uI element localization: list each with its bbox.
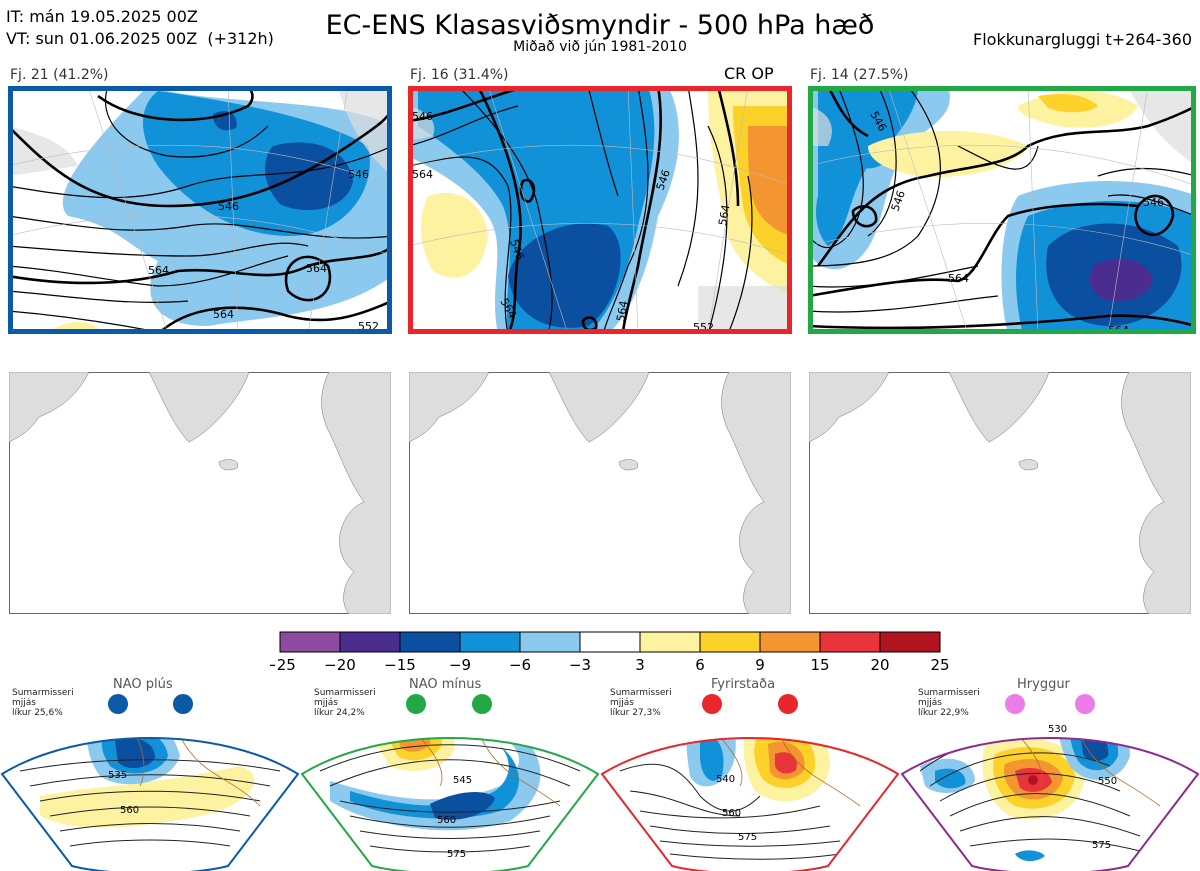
colorbar-cell (459, 631, 521, 653)
contour-label: 564 (213, 308, 234, 321)
colorbar-cell (279, 631, 341, 653)
header-info: IT: mán 19.05.2025 00Z VT: sun 01.06.2025… (6, 6, 274, 50)
contour-label: 564 (412, 168, 433, 181)
regime-2-info: Sumarmisseri mjjás líkur 24,2% (314, 688, 376, 718)
colorbar-cell (579, 631, 641, 653)
colorbar-tick-label: 3 (635, 656, 645, 674)
empty-map-1 (9, 372, 391, 614)
regime-nao-plus: 535 560 (0, 694, 300, 871)
anomaly-yellow (421, 192, 488, 278)
colorbar-tick-label: −15 (384, 656, 416, 674)
anomaly-dark-blue (508, 223, 621, 328)
contour-label: 530 (1048, 724, 1067, 735)
empty-map-3 (809, 372, 1191, 614)
colorbar-cell (879, 631, 941, 653)
cluster-2-op-marker: CR OP (724, 64, 774, 83)
regime-dot (472, 694, 492, 714)
anomaly-purple (1089, 258, 1153, 301)
colorbar-tick-label: 15 (810, 656, 829, 674)
classification-window: Flokkunargluggi t+264-360 (973, 30, 1192, 49)
regime-dot (1075, 694, 1095, 714)
regime-4-info: Sumarmisseri mjjás líkur 22,9% (918, 688, 980, 718)
regime-dot (1005, 694, 1025, 714)
regime-hryggur: 530 550 575 (900, 694, 1200, 871)
cluster-1-border (8, 86, 392, 334)
europe (321, 372, 391, 614)
regime-dot (778, 694, 798, 714)
regime-fyrirstada: 540 560 575 (600, 694, 900, 871)
land (808, 86, 1196, 166)
cluster-2-label: Fj. 16 (31.4%) (410, 67, 509, 83)
colorbar-tick-label: −25 (270, 656, 296, 674)
contour-label: 540 (716, 774, 735, 785)
contour-label: 575 (1092, 840, 1111, 851)
regime-dot (406, 694, 426, 714)
colorbar-tick-label: −6 (509, 656, 531, 674)
colorbar-cell (819, 631, 881, 653)
colorbar-tick-label: −20 (324, 656, 356, 674)
colorbar-tick-label: 9 (755, 656, 765, 674)
iceland (218, 459, 239, 471)
contour-label: 550 (1098, 776, 1117, 787)
contour-label: 560 (437, 815, 456, 826)
regime-3-info: Sumarmisseri mjjás líkur 27,3% (610, 688, 672, 718)
regime-dot (702, 694, 722, 714)
land (408, 106, 792, 334)
contour-label: 564 (148, 264, 169, 277)
colorbar: −25 −20 −15 −9 −6 −3 3 6 9 15 20 25 (270, 631, 950, 674)
regime-1-name: NAO plús (113, 677, 173, 692)
anomaly-yellow (868, 131, 1028, 177)
regime-2-name: NAO mínus (409, 677, 482, 692)
regime-4-name: Hryggur (1017, 677, 1070, 692)
colorbar-tick-label: 25 (930, 656, 949, 674)
colorbar-cell (399, 631, 461, 653)
regime-dot (108, 694, 128, 714)
contour-label: 564 (614, 300, 630, 323)
page-subtitle: Miðað við jún 1981-2010 (513, 39, 687, 55)
contour-label: 546 (348, 168, 369, 181)
greenland (148, 372, 250, 443)
cluster-1-label: Fj. 21 (41.2%) (10, 67, 109, 83)
greenland-left (9, 372, 90, 443)
contour-label: 546 (218, 200, 239, 213)
contour-label: 545 (453, 775, 472, 786)
colorbar-cell (699, 631, 761, 653)
contour-label: 564 (948, 272, 969, 285)
empty-map-2 (409, 372, 791, 614)
colorbar-tick-label: −3 (569, 656, 591, 674)
contour-label: 560 (120, 805, 139, 816)
contour-label: 535 (108, 770, 127, 781)
regime-1-info: Sumarmisseri mjjás líkur 25,6% (12, 688, 74, 718)
regime-dot (173, 694, 193, 714)
colorbar-cell (519, 631, 581, 653)
cluster-1-map: 546 564 546 564 564 552 (8, 86, 392, 334)
cluster-2-map: 546 564 546 564 564 546 552 564 (408, 86, 792, 334)
colorbar-tick-label: 6 (695, 656, 705, 674)
init-time: IT: mán 19.05.2025 00Z (6, 7, 198, 26)
cluster-2-border (408, 86, 792, 334)
contour-label: 546 (1143, 196, 1164, 209)
cluster-3-border (808, 86, 1196, 334)
cluster-3-label: Fj. 14 (27.5%) (810, 67, 909, 83)
contour-label: 560 (722, 808, 741, 819)
colorbar-cell (339, 631, 401, 653)
contour-label: 546 (412, 110, 433, 123)
cluster-3-map: 546 546 564 564 546 (808, 86, 1196, 334)
contour-label: 564 (716, 204, 732, 227)
colorbar-tick-label: −9 (449, 656, 471, 674)
valid-time: VT: sun 01.06.2025 00Z (+312h) (6, 29, 274, 48)
anomaly-orange (748, 126, 792, 236)
contour-label: 564 (306, 262, 327, 275)
regime-3-name: Fyrirstaða (711, 677, 776, 692)
contour-label: 575 (447, 849, 466, 860)
colorbar-tick-label: 20 (870, 656, 889, 674)
page-title: EC-ENS Klasasviðsmyndir - 500 hPa hæð (325, 10, 875, 41)
regime-nao-minus: 545 560 575 (300, 694, 600, 871)
contour-label: 575 (738, 832, 757, 843)
colorbar-cell (759, 631, 821, 653)
land (8, 86, 392, 176)
regime-panels: 535 560 545 560 575 (0, 694, 1200, 871)
colorbar-cell (639, 631, 701, 653)
